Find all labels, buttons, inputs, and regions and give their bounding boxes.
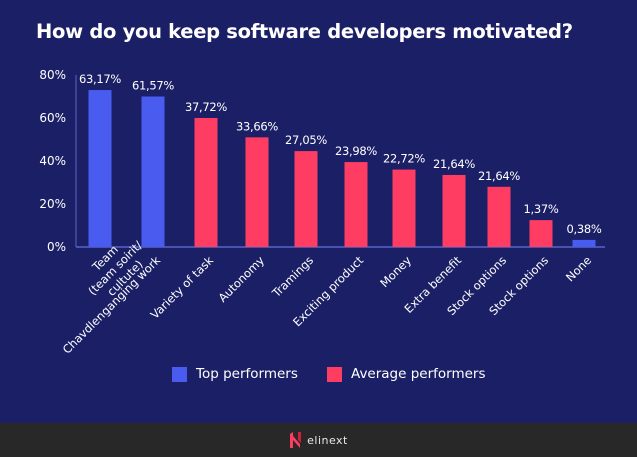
legend-label-top: Top performers [196,366,298,382]
legend-label-average: Average performers [351,366,486,382]
data-label: 0,38% [566,222,601,236]
y-tick-label: 60% [39,111,66,125]
bar [294,151,318,247]
brand-name: elinext [307,433,348,447]
data-label: 37,72% [185,100,227,114]
data-label: 27,05% [285,133,327,147]
bar [442,174,466,247]
legend-swatch-average [327,366,342,382]
data-label: 21,64% [478,169,520,183]
x-tick-label: Money [377,253,414,290]
data-label: 23,98% [335,144,377,158]
bar [529,220,553,247]
elinext-logo-icon [290,432,302,448]
bar [392,169,416,247]
legend-swatch-top [172,366,187,382]
x-tick-label: Tramings [269,253,316,300]
bar-chart: 0%20%40%60%80% 63,17%Team(team soirit/cul… [39,68,605,357]
legend-item-average: Average performers [327,366,486,382]
bar [194,118,218,247]
bar [487,186,511,247]
data-label: 21,64% [433,157,475,171]
legend-item-top: Top performers [172,366,298,382]
bar [88,90,112,247]
y-tick-label: 80% [39,68,66,82]
bar [344,162,368,247]
bar [141,96,165,247]
chart-title: How do you keep software developers moti… [36,20,573,43]
data-label: 61,57% [132,79,174,93]
data-label: 63,17% [79,72,121,86]
y-tick-label: 0% [47,240,66,254]
y-tick-label: 40% [39,154,66,168]
x-tick-label: Autonomy [215,253,267,305]
data-label: 22,72% [383,152,425,166]
y-tick-label: 20% [39,197,66,211]
footer: elinext [0,423,637,457]
data-label: 33,66% [236,119,278,133]
data-label: 1,37% [523,202,558,216]
x-tick-label: None [563,253,594,284]
bar [572,239,596,247]
bar [245,137,269,247]
